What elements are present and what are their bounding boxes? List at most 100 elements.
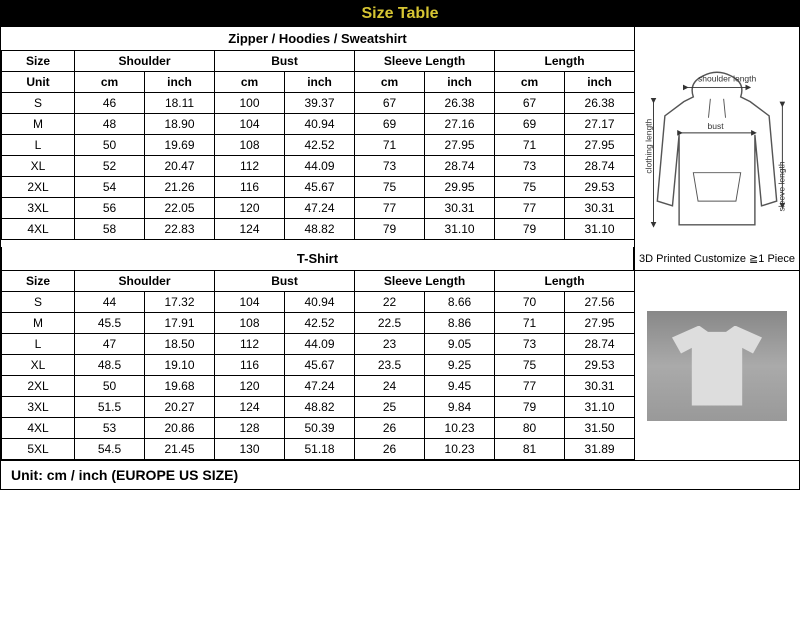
- table-cell: 104: [215, 292, 285, 313]
- table-cell: 28.74: [565, 334, 635, 355]
- table-cell: 19.10: [145, 355, 215, 376]
- table-cell: 3XL: [2, 198, 75, 219]
- table-row: XL48.519.1011645.6723.59.257529.53: [2, 355, 635, 376]
- col-group-header: Sleeve Length: [355, 271, 495, 292]
- table-cell: 48: [75, 114, 145, 135]
- col-group-header: Length: [495, 51, 635, 72]
- unit-header-cell: inch: [285, 72, 355, 93]
- label-clothing: clothing length: [644, 118, 654, 173]
- table-cell: 31.10: [565, 219, 635, 240]
- table-cell: 9.05: [425, 334, 495, 355]
- table-cell: 21.26: [145, 177, 215, 198]
- table-cell: 73: [495, 334, 565, 355]
- section-tshirt: T-Shirt SizeShoulderBustSleeve LengthLen…: [1, 247, 799, 460]
- table-cell: 18.90: [145, 114, 215, 135]
- table-cell: XL: [2, 156, 75, 177]
- hoodie-diagram: shoulder length bust clothing length sle…: [635, 51, 799, 247]
- table-cell: 51.18: [285, 439, 355, 460]
- table-cell: 27.17: [565, 114, 635, 135]
- table-cell: 130: [215, 439, 285, 460]
- table-cell: 20.86: [145, 418, 215, 439]
- table-cell: 20.27: [145, 397, 215, 418]
- table-row: L5019.6910842.527127.957127.95: [2, 135, 635, 156]
- table-cell: 18.11: [145, 93, 215, 114]
- table-cell: 54: [75, 177, 145, 198]
- unit-header-cell: cm: [495, 72, 565, 93]
- table-cell: 27.95: [565, 313, 635, 334]
- customize-note: 3D Printed Customize ≧1 Piece: [635, 247, 799, 271]
- table-cell: 120: [215, 198, 285, 219]
- table-cell: 124: [215, 397, 285, 418]
- unit-header-cell: cm: [215, 72, 285, 93]
- table-cell: 27.95: [565, 135, 635, 156]
- table-cell: 52: [75, 156, 145, 177]
- table-cell: 81: [495, 439, 565, 460]
- table-row: 5XL54.521.4513051.182610.238131.89: [2, 439, 635, 460]
- table-row: 2XL5019.6812047.24249.457730.31: [2, 376, 635, 397]
- table-cell: 75: [355, 177, 425, 198]
- table-cell: 77: [355, 198, 425, 219]
- table-cell: 9.45: [425, 376, 495, 397]
- table-row: 3XL5622.0512047.247730.317730.31: [2, 198, 635, 219]
- tshirt-image-box: [635, 271, 799, 460]
- table-cell: 29.53: [565, 177, 635, 198]
- table-cell: 54.5: [75, 439, 145, 460]
- table-cell: 112: [215, 334, 285, 355]
- table-cell: 30.31: [425, 198, 495, 219]
- table-cell: 48.82: [285, 397, 355, 418]
- table-cell: 2XL: [2, 177, 75, 198]
- hoodie-svg: shoulder length bust clothing length sle…: [642, 59, 792, 239]
- table-cell: 5XL: [2, 439, 75, 460]
- table-cell: 18.50: [145, 334, 215, 355]
- table-cell: 108: [215, 135, 285, 156]
- tshirt-right: 3D Printed Customize ≧1 Piece: [634, 247, 799, 460]
- table-cell: 45.67: [285, 177, 355, 198]
- table-cell: 27.56: [565, 292, 635, 313]
- table-cell: 10.23: [425, 439, 495, 460]
- hoodies-table-block: Zipper / Hoodies / Sweatshirt SizeShould…: [1, 27, 634, 247]
- table-cell: 80: [495, 418, 565, 439]
- table-cell: 116: [215, 355, 285, 376]
- table-cell: 31.10: [425, 219, 495, 240]
- col-group-header: Size: [2, 271, 75, 292]
- table-cell: 48.5: [75, 355, 145, 376]
- table-cell: 53: [75, 418, 145, 439]
- table-cell: 22.5: [355, 313, 425, 334]
- table-cell: 124: [215, 219, 285, 240]
- table-cell: M: [2, 114, 75, 135]
- table-cell: 73: [495, 156, 565, 177]
- table-cell: 31.89: [565, 439, 635, 460]
- table-cell: 22: [355, 292, 425, 313]
- table-cell: 71: [495, 313, 565, 334]
- table-cell: 50: [75, 376, 145, 397]
- table-cell: 22.05: [145, 198, 215, 219]
- table-cell: 39.37: [285, 93, 355, 114]
- unit-header-cell: inch: [425, 72, 495, 93]
- table-cell: 21.45: [145, 439, 215, 460]
- table-cell: L: [2, 135, 75, 156]
- table-cell: 50.39: [285, 418, 355, 439]
- table-cell: 26.38: [425, 93, 495, 114]
- table-cell: 23: [355, 334, 425, 355]
- table-cell: 58: [75, 219, 145, 240]
- table-cell: 23.5: [355, 355, 425, 376]
- table-cell: 19.68: [145, 376, 215, 397]
- table-cell: 4XL: [2, 418, 75, 439]
- table-cell: S: [2, 292, 75, 313]
- table-cell: 100: [215, 93, 285, 114]
- hoodies-table: SizeShoulderBustSleeve LengthLengthUnitc…: [1, 51, 635, 240]
- table-cell: M: [2, 313, 75, 334]
- table-cell: 48.82: [285, 219, 355, 240]
- table-cell: 10.23: [425, 418, 495, 439]
- size-table-container: Size Table Zipper / Hoodies / Sweatshirt…: [0, 0, 800, 490]
- tshirt-table: SizeShoulderBustSleeve LengthLength S441…: [1, 271, 635, 460]
- table-cell: 75: [495, 177, 565, 198]
- table-cell: 17.91: [145, 313, 215, 334]
- tshirt-shape: [672, 326, 762, 406]
- col-group-header: Bust: [215, 51, 355, 72]
- table-cell: 67: [495, 93, 565, 114]
- table-cell: 29.53: [565, 355, 635, 376]
- label-shoulder: shoulder length: [698, 74, 756, 84]
- table-cell: 28.74: [425, 156, 495, 177]
- table-cell: 17.32: [145, 292, 215, 313]
